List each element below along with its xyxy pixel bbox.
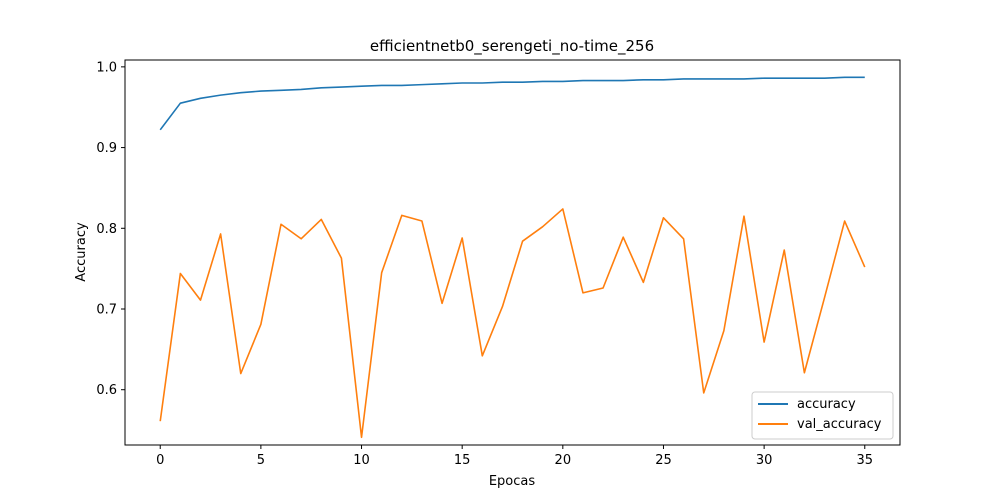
x-tick-label: 5 bbox=[257, 453, 265, 468]
x-tick-label: 0 bbox=[156, 453, 164, 468]
y-tick-label: 0.8 bbox=[96, 222, 117, 237]
y-axis-label: Accuracy bbox=[74, 222, 89, 282]
series-line-accuracy bbox=[159, 76, 865, 131]
legend-label-accuracy: accuracy bbox=[797, 397, 856, 412]
series-line-val-accuracy bbox=[159, 208, 866, 439]
x-axis-label: Epocas bbox=[489, 474, 536, 489]
plot-area bbox=[125, 60, 900, 445]
y-tick-label: 0.6 bbox=[96, 383, 117, 398]
series-layer bbox=[159, 76, 866, 439]
x-tick-label: 15 bbox=[454, 453, 471, 468]
y-tick-label: 1.0 bbox=[96, 60, 117, 75]
x-axis-ticks: 0 5 10 15 20 25 30 35 bbox=[156, 445, 873, 468]
plot-frame bbox=[124, 59, 901, 446]
x-tick-label: 20 bbox=[555, 453, 572, 468]
y-tick-label: 0.7 bbox=[96, 302, 117, 317]
x-tick-label: 25 bbox=[655, 453, 672, 468]
chart-title: efficientnetb0_serengeti_no-time_256 bbox=[370, 37, 654, 56]
x-tick-label: 30 bbox=[756, 453, 773, 468]
y-axis-ticks: 0.6 0.7 0.8 0.9 1.0 bbox=[96, 60, 125, 398]
x-tick-label: 35 bbox=[856, 453, 873, 468]
y-tick-label: 0.9 bbox=[96, 141, 117, 156]
x-tick-label: 10 bbox=[353, 453, 370, 468]
legend-label-val-accuracy: val_accuracy bbox=[797, 417, 882, 432]
legend: accuracy val_accuracy bbox=[751, 391, 894, 440]
